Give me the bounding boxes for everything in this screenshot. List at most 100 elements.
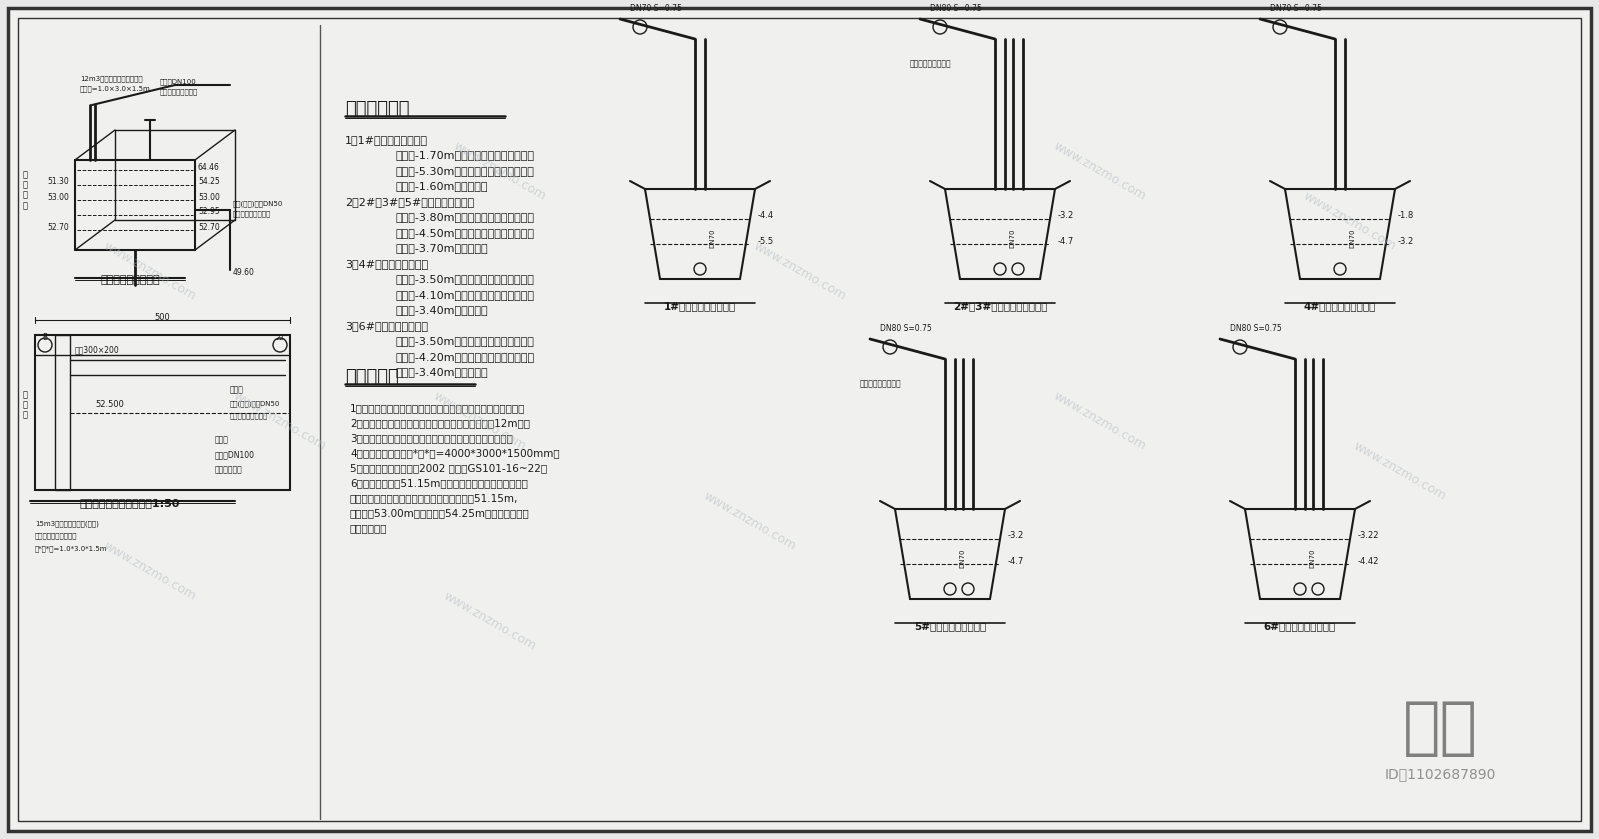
Text: 末端设不锈钢丝网罩: 末端设不锈钢丝网罩 — [160, 88, 198, 95]
Text: -1.8: -1.8 — [1398, 211, 1414, 221]
Text: 通气管DN100: 通气管DN100 — [160, 78, 197, 85]
Text: -4.42: -4.42 — [1358, 556, 1380, 565]
Text: 长宽高=1.0×3.0×1.5m: 长宽高=1.0×3.0×1.5m — [80, 85, 150, 91]
Text: 中心仅示各水位但不联动水泵：消水箱高水位51.15m,: 中心仅示各水位但不联动水泵：消水箱高水位51.15m, — [350, 493, 518, 503]
Text: -3.2: -3.2 — [1398, 237, 1414, 246]
Text: DN70: DN70 — [959, 549, 966, 569]
Text: 2#、3#集水坑给排水轴侧图: 2#、3#集水坑给排水轴侧图 — [953, 301, 1047, 311]
Text: 2，选用玻璃钢组合式水箱，储存初期消防用水量为12m口；: 2，选用玻璃钢组合式水箱，储存初期消防用水量为12m口； — [350, 418, 529, 428]
Bar — [54, 335, 70, 490]
Text: DN70: DN70 — [1009, 229, 1015, 248]
Text: www.znzmo.com: www.znzmo.com — [752, 239, 849, 303]
Text: 水位为-3.50m时，一台污水泵白动起动；: 水位为-3.50m时，一台污水泵白动起动； — [395, 274, 534, 284]
Text: 集水坑说明：: 集水坑说明： — [345, 100, 409, 118]
Text: 22: 22 — [275, 335, 285, 341]
Text: 水位为-4.50m时，污水泵自动停止运行；: 水位为-4.50m时，污水泵自动停止运行； — [395, 228, 534, 238]
Text: 64.46: 64.46 — [198, 163, 221, 171]
Text: 52.70: 52.70 — [46, 222, 69, 232]
Text: 高位消防水箱轴侧图: 高位消防水箱轴侧图 — [101, 275, 160, 285]
Text: 54.25: 54.25 — [198, 178, 219, 186]
Text: -4.7: -4.7 — [1007, 556, 1025, 565]
Text: 水箱说明：: 水箱说明： — [345, 368, 398, 386]
Text: 水位为-3.70m时，报警；: 水位为-3.70m时，报警； — [395, 243, 488, 253]
Text: 2，2#、3#、5#集水坑水位控制：: 2，2#、3#、5#集水坑水位控制： — [345, 197, 475, 207]
Text: www.znzmo.com: www.znzmo.com — [1351, 439, 1449, 503]
Text: 知末: 知末 — [1402, 699, 1477, 759]
Text: -5.5: -5.5 — [758, 237, 774, 246]
Text: B: B — [43, 333, 48, 342]
Text: 5#集水坑给排水轴侧图: 5#集水坑给排水轴侧图 — [915, 621, 987, 631]
Text: 末端加不锈钢丝网罩: 末端加不锈钢丝网罩 — [230, 412, 269, 419]
Text: 通气管DN100: 通气管DN100 — [214, 450, 254, 459]
Text: 52.95: 52.95 — [198, 207, 219, 216]
Text: www.znzmo.com: www.znzmo.com — [451, 139, 548, 203]
Text: 溢水(溢水)立管DN50: 溢水(溢水)立管DN50 — [230, 400, 280, 407]
Text: -4.7: -4.7 — [1059, 237, 1075, 246]
Text: www.znzmo.com: www.znzmo.com — [1052, 389, 1148, 452]
Text: DN70: DN70 — [1310, 549, 1314, 569]
Text: 水位为-3.40m时，报警；: 水位为-3.40m时，报警； — [395, 367, 488, 378]
Text: 1，在施工时，请待水箱安装完毕后，再安装是否不锈钢构架；: 1，在施工时，请待水箱安装完毕后，再安装是否不锈钢构架； — [350, 403, 526, 413]
Text: 1#集水坑给排水轴侧图: 1#集水坑给排水轴侧图 — [664, 301, 736, 311]
Text: 消
防
水
箱: 消 防 水 箱 — [22, 170, 27, 211]
Text: 水位为-1.70m时，一台污水泵自动起动；: 水位为-1.70m时，一台污水泵自动起动； — [395, 150, 534, 160]
Text: 水位为-3.80m时，一台污水泵自动起动；: 水位为-3.80m时，一台污水泵自动起动； — [395, 212, 534, 222]
Text: www.znzmo.com: www.znzmo.com — [101, 539, 198, 602]
Text: 12m3玻璃钢组合式消防水箱: 12m3玻璃钢组合式消防水箱 — [80, 75, 142, 81]
Text: 52.70: 52.70 — [198, 222, 219, 232]
Text: 水位为-4.10m时，污水泵自动停止运行；: 水位为-4.10m时，污水泵自动停止运行； — [395, 290, 534, 300]
Text: 高位消防水箱平面大样图1:50: 高位消防水箱平面大样图1:50 — [80, 498, 181, 508]
Text: 49.60: 49.60 — [233, 268, 254, 277]
Text: DN70 S=0.75: DN70 S=0.75 — [630, 4, 681, 13]
Text: 53.00: 53.00 — [198, 192, 221, 201]
Text: DN80 S=0.75: DN80 S=0.75 — [931, 4, 982, 13]
Text: 500: 500 — [154, 313, 169, 322]
Text: 3，6#集水坑水位控制：: 3，6#集水坑水位控制： — [345, 321, 429, 331]
Text: 最低水位53.00m，最高水位54.25m，达到最高最低: 最低水位53.00m，最高水位54.25m，达到最高最低 — [350, 508, 529, 518]
Text: 管顶粘电磁缓冲板顶: 管顶粘电磁缓冲板顶 — [910, 59, 951, 68]
Text: www.znzmo.com: www.znzmo.com — [101, 239, 198, 303]
Text: 管顶粘电磁缓冲板顶: 管顶粘电磁缓冲板顶 — [860, 379, 902, 388]
Text: 4，该水箱内尺寸：长*宽*高=4000*3000*1500mm；: 4，该水箱内尺寸：长*宽*高=4000*3000*1500mm； — [350, 448, 560, 458]
Text: www.znzmo.com: www.znzmo.com — [702, 489, 798, 553]
Text: 水位时来警。: 水位时来警。 — [350, 523, 387, 533]
Text: 水位为-3.50m时，一台污水泵自动起动；: 水位为-3.50m时，一台污水泵自动起动； — [395, 336, 534, 347]
Text: 水位为-5.30m时，污水泵自动停止运行；: 水位为-5.30m时，污水泵自动停止运行； — [395, 166, 534, 176]
Text: www.znzmo.com: www.znzmo.com — [432, 389, 529, 452]
Text: 末端加不锈钢丝网罩: 末端加不锈钢丝网罩 — [233, 210, 272, 216]
Text: 水位为-3.40m时，报警；: 水位为-3.40m时，报警； — [395, 305, 488, 315]
Text: 水位为-4.20m时，污水泵自动停止运行；: 水位为-4.20m时，污水泵自动停止运行； — [395, 352, 534, 362]
Text: -4.4: -4.4 — [758, 211, 774, 221]
Text: 51.30: 51.30 — [46, 178, 69, 186]
Text: 长*宽*高=1.0*3.0*1.5m: 长*宽*高=1.0*3.0*1.5m — [35, 545, 107, 551]
Text: 污
水
泵: 污 水 泵 — [22, 390, 27, 420]
Text: 5，水箱制作参考：国标2002 图集号GS101-16~22。: 5，水箱制作参考：国标2002 图集号GS101-16~22。 — [350, 463, 547, 473]
Text: 4#集水坑给排水轴侧图: 4#集水坑给排水轴侧图 — [1303, 301, 1377, 311]
Text: 6，水箱的高水位51.15m由水方浮球阀来控制：消防控制: 6，水箱的高水位51.15m由水方浮球阀来控制：消防控制 — [350, 478, 528, 488]
Text: 放水管: 放水管 — [214, 435, 229, 444]
Text: 1，1#集水坑水位控制：: 1，1#集水坑水位控制： — [345, 135, 429, 145]
Text: 更换超不锈钢组网罩水: 更换超不锈钢组网罩水 — [35, 532, 77, 539]
Text: -3.22: -3.22 — [1358, 531, 1380, 540]
Text: DN80 S=0.75: DN80 S=0.75 — [879, 324, 932, 333]
Text: -3.2: -3.2 — [1059, 211, 1075, 221]
Text: DN70 S=0.75: DN70 S=0.75 — [1270, 4, 1322, 13]
Bar — [35, 335, 289, 490]
Text: DN80 S=0.75: DN80 S=0.75 — [1230, 324, 1282, 333]
Text: 53.00: 53.00 — [46, 192, 69, 201]
Text: www.znzmo.com: www.znzmo.com — [1052, 139, 1148, 203]
Text: 溢流管: 溢流管 — [230, 385, 245, 394]
Text: 水位为-1.60m时，报警；: 水位为-1.60m时，报警； — [395, 181, 488, 191]
Text: 52.500: 52.500 — [94, 400, 123, 409]
Text: www.znzmo.com: www.znzmo.com — [441, 589, 539, 653]
Text: 15m3消防组合式消防(消防): 15m3消防组合式消防(消防) — [35, 520, 99, 527]
Text: 溢水(溢水)立管DN50: 溢水(溢水)立管DN50 — [233, 200, 283, 206]
Text: ID：1102687890: ID：1102687890 — [1385, 767, 1495, 781]
Text: 3，4#集水坑水位控制：: 3，4#集水坑水位控制： — [345, 259, 429, 269]
Text: www.znzmo.com: www.znzmo.com — [232, 389, 329, 452]
Text: 人孔300×200: 人孔300×200 — [75, 345, 120, 354]
Text: www.znzmo.com: www.znzmo.com — [1302, 189, 1399, 253]
Text: DN70: DN70 — [1350, 229, 1354, 248]
Text: 6#集水坑给排水轴侧图: 6#集水坑给排水轴侧图 — [1263, 621, 1337, 631]
Text: -3.2: -3.2 — [1007, 531, 1025, 540]
